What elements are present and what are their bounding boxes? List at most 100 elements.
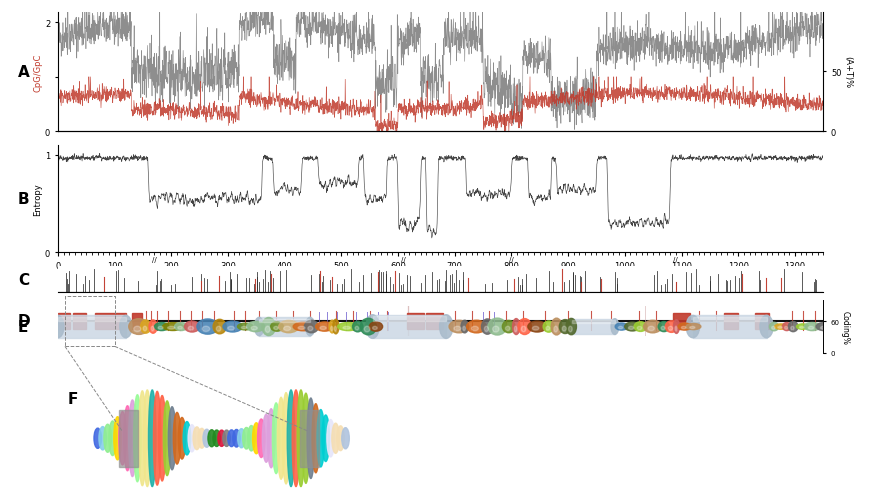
Bar (572, 320, 615, 323)
Bar (259, 318, 310, 336)
Ellipse shape (302, 393, 310, 483)
Ellipse shape (218, 430, 225, 446)
Ellipse shape (682, 327, 686, 329)
Text: //: // (152, 256, 157, 262)
Ellipse shape (99, 427, 107, 450)
Ellipse shape (141, 320, 151, 334)
Ellipse shape (506, 327, 510, 331)
Ellipse shape (322, 415, 329, 461)
Ellipse shape (184, 322, 199, 332)
Ellipse shape (52, 316, 64, 338)
Ellipse shape (337, 323, 360, 331)
Ellipse shape (342, 428, 349, 449)
Ellipse shape (782, 323, 791, 331)
Ellipse shape (193, 427, 200, 450)
Ellipse shape (197, 319, 218, 335)
Ellipse shape (816, 323, 834, 331)
Ellipse shape (312, 404, 320, 473)
Ellipse shape (158, 396, 166, 481)
Ellipse shape (247, 426, 255, 451)
Ellipse shape (569, 327, 572, 332)
Text: //: // (401, 256, 406, 262)
Ellipse shape (134, 395, 142, 482)
Bar (58, 317, 125, 321)
Ellipse shape (562, 327, 566, 332)
Ellipse shape (625, 323, 640, 331)
Ellipse shape (461, 321, 468, 333)
Ellipse shape (329, 321, 336, 333)
Ellipse shape (643, 321, 662, 333)
Ellipse shape (213, 430, 221, 446)
Ellipse shape (203, 429, 211, 447)
Ellipse shape (488, 319, 506, 335)
Ellipse shape (284, 327, 291, 331)
Ellipse shape (805, 323, 820, 331)
Ellipse shape (202, 327, 210, 332)
Ellipse shape (124, 406, 131, 471)
Bar (58, 316, 125, 338)
Ellipse shape (331, 327, 333, 331)
Ellipse shape (369, 322, 383, 332)
Ellipse shape (253, 423, 260, 454)
Ellipse shape (760, 316, 773, 338)
Ellipse shape (774, 324, 788, 330)
Ellipse shape (297, 390, 304, 486)
Ellipse shape (305, 318, 315, 336)
Ellipse shape (513, 319, 520, 335)
Ellipse shape (271, 322, 283, 332)
Ellipse shape (481, 319, 493, 335)
Ellipse shape (335, 327, 336, 332)
Ellipse shape (241, 327, 247, 329)
Ellipse shape (554, 327, 557, 332)
Ellipse shape (263, 414, 270, 462)
Ellipse shape (373, 327, 377, 330)
Ellipse shape (168, 407, 176, 470)
Ellipse shape (167, 327, 174, 330)
Ellipse shape (634, 322, 647, 332)
Ellipse shape (282, 393, 290, 484)
Ellipse shape (332, 423, 339, 453)
Ellipse shape (551, 319, 562, 335)
Ellipse shape (158, 327, 163, 330)
Ellipse shape (94, 428, 101, 448)
Ellipse shape (178, 418, 186, 459)
Ellipse shape (267, 409, 275, 468)
Ellipse shape (114, 417, 121, 460)
Ellipse shape (320, 327, 327, 330)
Ellipse shape (454, 327, 461, 331)
Ellipse shape (164, 401, 171, 475)
Ellipse shape (287, 390, 295, 486)
Ellipse shape (674, 320, 679, 334)
Ellipse shape (518, 319, 531, 335)
Ellipse shape (648, 327, 654, 331)
Ellipse shape (228, 327, 234, 331)
Bar (73, 313, 86, 330)
Ellipse shape (463, 327, 465, 331)
Text: E: E (18, 320, 28, 334)
Ellipse shape (232, 429, 240, 447)
Ellipse shape (502, 321, 515, 333)
Y-axis label: Entropy: Entropy (33, 183, 42, 215)
Bar (572, 319, 615, 335)
Text: F: F (68, 391, 78, 406)
Ellipse shape (472, 327, 479, 331)
Ellipse shape (440, 315, 453, 339)
Ellipse shape (198, 428, 206, 448)
Ellipse shape (153, 392, 161, 485)
Ellipse shape (188, 425, 196, 452)
Ellipse shape (104, 424, 111, 452)
Bar (407, 313, 424, 330)
Ellipse shape (628, 327, 634, 330)
Ellipse shape (514, 327, 517, 332)
Ellipse shape (317, 410, 325, 467)
Ellipse shape (262, 318, 276, 336)
Ellipse shape (360, 319, 376, 335)
Ellipse shape (543, 321, 554, 333)
Ellipse shape (522, 327, 526, 332)
Ellipse shape (343, 327, 351, 330)
Bar (58, 313, 70, 330)
Ellipse shape (278, 397, 285, 479)
Text: C: C (18, 272, 29, 287)
Y-axis label: Coding%: Coding% (841, 310, 850, 344)
Ellipse shape (272, 403, 280, 473)
